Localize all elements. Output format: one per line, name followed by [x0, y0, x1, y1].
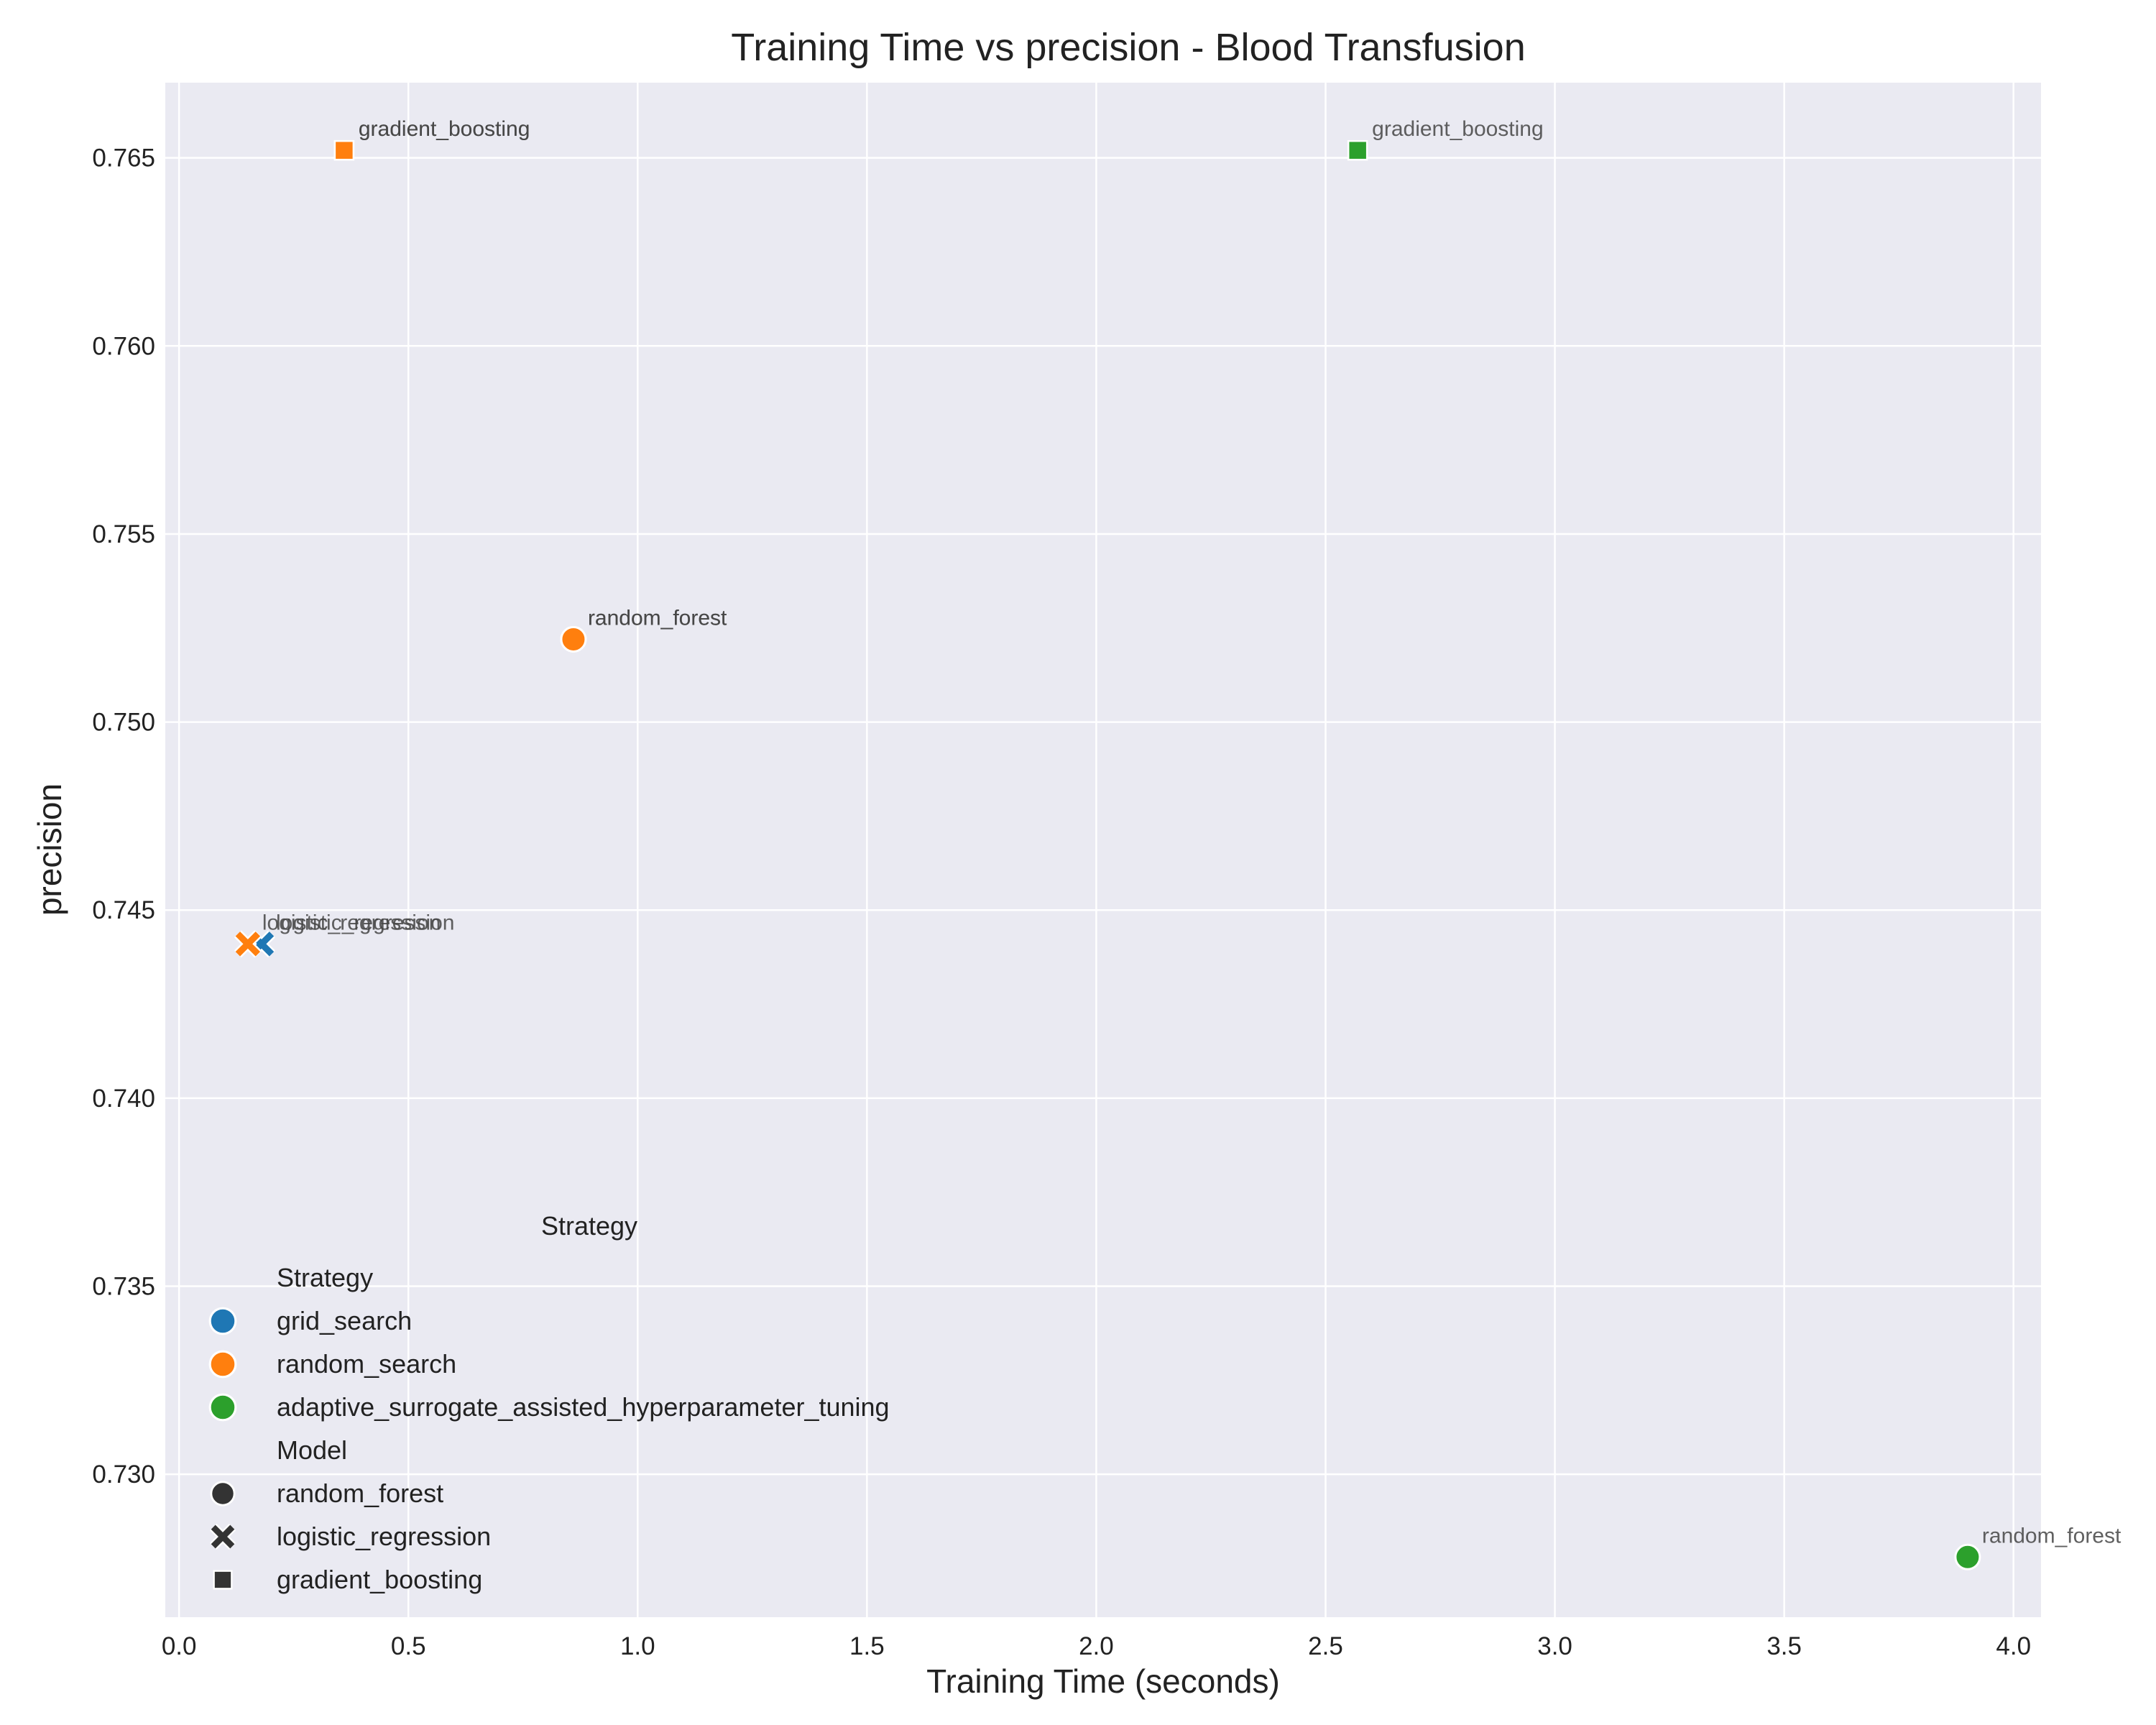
legend-title-model: Model	[277, 1435, 347, 1465]
x-tick-label: 3.0	[1537, 1632, 1572, 1660]
grid-lines	[165, 83, 2041, 1617]
point-label: random_forest	[588, 606, 727, 630]
legend: Strategy grid_search random_search adaptive…	[208, 1263, 890, 1594]
data-point	[1954, 1543, 1981, 1570]
x-tick-label: 0.5	[391, 1632, 426, 1660]
legend-item-random_search: random_search	[277, 1349, 456, 1379]
legend-marker-gradient_boosting	[213, 1570, 233, 1590]
data-points	[234, 139, 1981, 1570]
point-label: gradient_boosting	[359, 117, 530, 141]
legend-item-grid_search: grid_search	[277, 1306, 412, 1335]
legend-item-random_forest: random_forest	[277, 1478, 443, 1508]
data-point	[560, 625, 587, 653]
marker-stroke	[235, 932, 261, 957]
y-tick-label: 0.735	[92, 1273, 155, 1301]
point-label: logistic_regression	[262, 911, 441, 934]
legend-item-gradient_boosting: gradient_boosting	[277, 1565, 482, 1594]
y-tick-label: 0.750	[92, 709, 155, 737]
x-tick-label: 0.0	[162, 1632, 197, 1660]
x-tick-label: 2.5	[1308, 1632, 1343, 1660]
point-label: random_forest	[1982, 1524, 2122, 1547]
data-point	[234, 930, 262, 958]
data-point	[1347, 139, 1368, 161]
legend-marker-random_forest	[210, 1481, 236, 1506]
data-point	[333, 139, 355, 161]
x-tick-label: 1.5	[849, 1632, 885, 1660]
x-tick-label: 1.0	[620, 1632, 655, 1660]
plot-area	[165, 83, 2041, 1617]
point-labels: random_forest logistic_regression gradient…	[262, 117, 2122, 1547]
y-tick-label: 0.730	[92, 1460, 155, 1489]
point-label: random_forest	[588, 606, 727, 630]
point-label: logistic_regression	[276, 911, 454, 934]
legend-title-strategy: Strategy	[277, 1263, 373, 1292]
y-tick-labels: 0.730 0.735 0.740 0.745 0.750 0.755 0.760 0.765	[92, 144, 155, 1489]
y-axis-label: precision	[31, 783, 68, 916]
marker-stroke	[211, 1524, 235, 1549]
legend-marker-logistic_regression	[209, 1523, 236, 1550]
chart-title: Training Time vs precision - Blood Trans…	[731, 26, 1525, 69]
y-tick-label: 0.755	[92, 520, 155, 548]
extra-annotation: Strategy	[541, 1211, 637, 1241]
point-label: gradient_boosting	[359, 117, 530, 141]
y-tick-label: 0.765	[92, 144, 155, 172]
y-tick-label: 0.740	[92, 1085, 155, 1113]
y-tick-label: 0.760	[92, 332, 155, 360]
y-tick-label: 0.745	[92, 896, 155, 924]
x-tick-label: 4.0	[1996, 1632, 2031, 1660]
x-tick-label: 2.0	[1079, 1632, 1114, 1660]
x-tick-labels: 0.0 0.5 1.0 1.5 2.0 2.5 3.0 3.5 4.0	[162, 1632, 2031, 1660]
legend-marker-grid_search	[208, 1307, 237, 1335]
legend-marker-random_search	[208, 1350, 237, 1379]
legend-item-adaptive_surrogate_assisted_hyperparameter_tuning: adaptive_surrogate_assisted_hyperparamet…	[277, 1392, 890, 1422]
x-tick-label: 3.5	[1766, 1632, 1802, 1660]
legend-marker-adaptive_surrogate_assisted_hyperparameter_tuning	[208, 1393, 237, 1422]
legend-item-logistic_regression: logistic_regression	[277, 1522, 491, 1551]
x-axis-label: Training Time (seconds)	[926, 1662, 1280, 1700]
point-label: gradient_boosting	[1372, 117, 1544, 141]
